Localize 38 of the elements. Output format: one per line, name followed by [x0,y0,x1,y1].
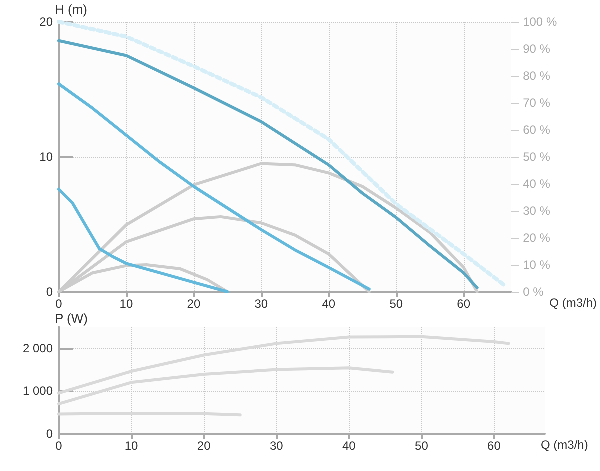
y-tick-label: 1 000 [22,384,54,398]
x-tick-label: 40 [322,297,336,311]
y-tick-label: 10 [40,150,54,164]
x-tick-label: 50 [415,439,429,453]
y-tick-label: 20 [40,15,54,29]
y-tick-label: 0 [46,427,54,441]
y2-tick-label: 60 % [523,123,551,137]
y2-tick-label: 0 % [523,285,544,299]
x-tick-label: 40 [342,439,356,453]
x-tick-label: 10 [124,439,139,453]
y2-tick-label: 50 % [523,150,551,164]
y-axis-title: H (m) [55,2,88,18]
x-tick-label: 0 [56,297,63,311]
y2-tick-label: 80 % [523,69,551,83]
y2-tick-label: 90 % [523,42,551,56]
y2-tick-label: 40 % [523,177,551,191]
y2-tick-label: 30 % [523,204,551,218]
x-tick-label: 10 [120,297,134,311]
line-series [58,366,394,406]
y2-tick-label: 10 % [523,258,551,272]
y2-tick-label: 70 % [523,96,551,110]
x-tick-label: 30 [254,297,268,311]
x-tick-label: 0 [56,439,63,453]
x-tick-label: 20 [197,439,212,453]
x-tick-label: 50 [390,297,404,311]
x-axis-title: Q (m3/h) [550,296,598,310]
x-axis-title: Q (m3/h) [541,438,588,452]
y-axis-title: P (W) [55,311,88,326]
x-tick-label: 60 [488,439,502,453]
y-tick-label: 0 [46,285,54,299]
line-series [58,335,510,395]
y2-tick-label: 100 % [523,15,558,29]
x-tick-label: 30 [270,439,284,453]
y2-tick-label: 20 % [523,231,551,245]
x-tick-label: 20 [187,297,201,311]
line-series [58,82,371,291]
x-tick-label: 60 [457,297,471,311]
y-tick-label: 2 000 [22,341,54,356]
